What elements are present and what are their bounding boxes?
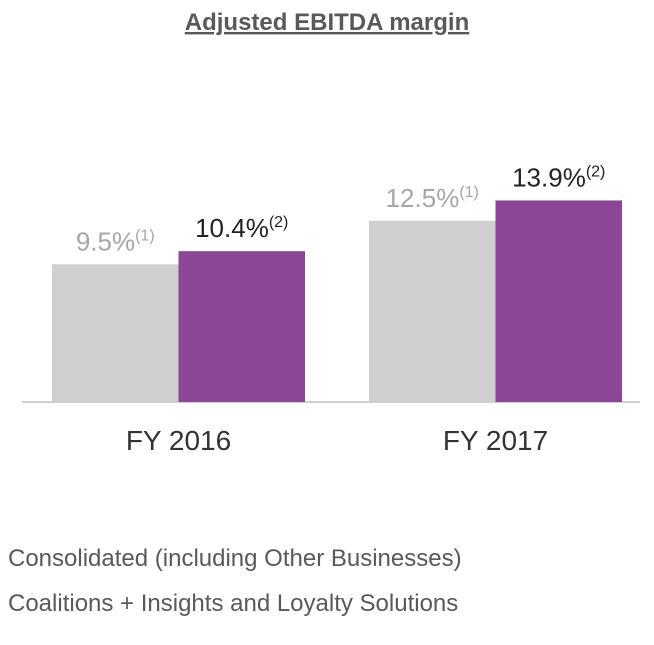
value-label: 9.5%(1): [76, 226, 155, 256]
value-label: 13.9%(2): [512, 162, 605, 192]
bar: [178, 251, 305, 402]
legend-label: Consolidated (including Other Businesses…: [8, 545, 462, 572]
value-label-footnote: (1): [135, 227, 155, 244]
value-label-text: 13.9%: [512, 162, 586, 192]
x-tick-label: FY 2017: [443, 425, 548, 456]
x-tick-label: FY 2016: [126, 425, 231, 456]
value-label-text: 12.5%: [386, 183, 460, 213]
bar: [52, 264, 179, 402]
legend-label: Coalitions + Insights and Loyalty Soluti…: [8, 590, 458, 617]
chart-title: Adjusted EBITDA margin: [185, 9, 469, 36]
value-label-footnote: (2): [586, 163, 606, 180]
bar: [369, 220, 496, 402]
value-label: 12.5%(1): [386, 183, 479, 213]
bar: [495, 200, 622, 402]
value-label-text: 9.5%: [76, 226, 135, 256]
value-label: 10.4%(2): [195, 213, 288, 243]
value-label-footnote: (2): [269, 214, 289, 231]
value-label-text: 10.4%: [195, 213, 269, 243]
value-label-footnote: (1): [459, 184, 479, 201]
